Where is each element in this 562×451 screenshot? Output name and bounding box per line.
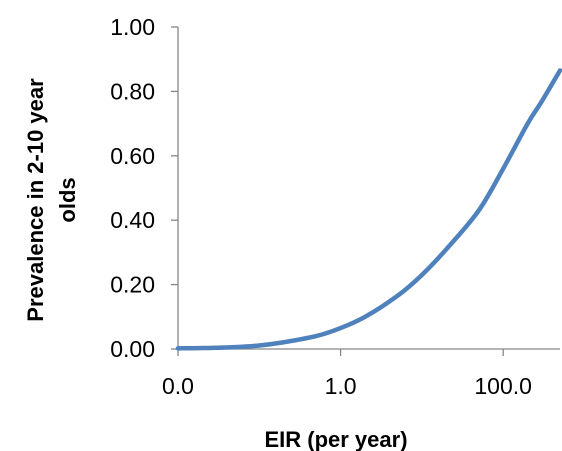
y-axis-title-line-1: Prevalence in 2-10 year: [23, 78, 48, 322]
series-group: [175, 68, 562, 351]
y-tick-label: 0.40: [110, 207, 155, 233]
x-axis: 0.0 1.0 100.0: [162, 348, 560, 399]
x-tick-label: 0.0: [162, 373, 194, 399]
y-tick-label: 0.20: [110, 272, 155, 298]
series-line-0: [175, 68, 562, 351]
y-tick-label: 0.60: [110, 143, 155, 169]
x-axis-title: EIR (per year): [264, 427, 407, 451]
y-axis: 0.00 0.20 0.40 0.60 0.80 1.00: [110, 14, 179, 362]
y-axis-title: Prevalence in 2-10 year olds: [23, 78, 80, 322]
y-tick-label: 0.00: [110, 336, 155, 362]
y-tick-label: 0.80: [110, 78, 155, 104]
y-axis-title-line-2: olds: [55, 177, 80, 222]
x-tick-label: 100.0: [474, 373, 532, 399]
x-tick-label: 1.0: [325, 373, 357, 399]
y-tick-label: 1.00: [110, 14, 155, 40]
